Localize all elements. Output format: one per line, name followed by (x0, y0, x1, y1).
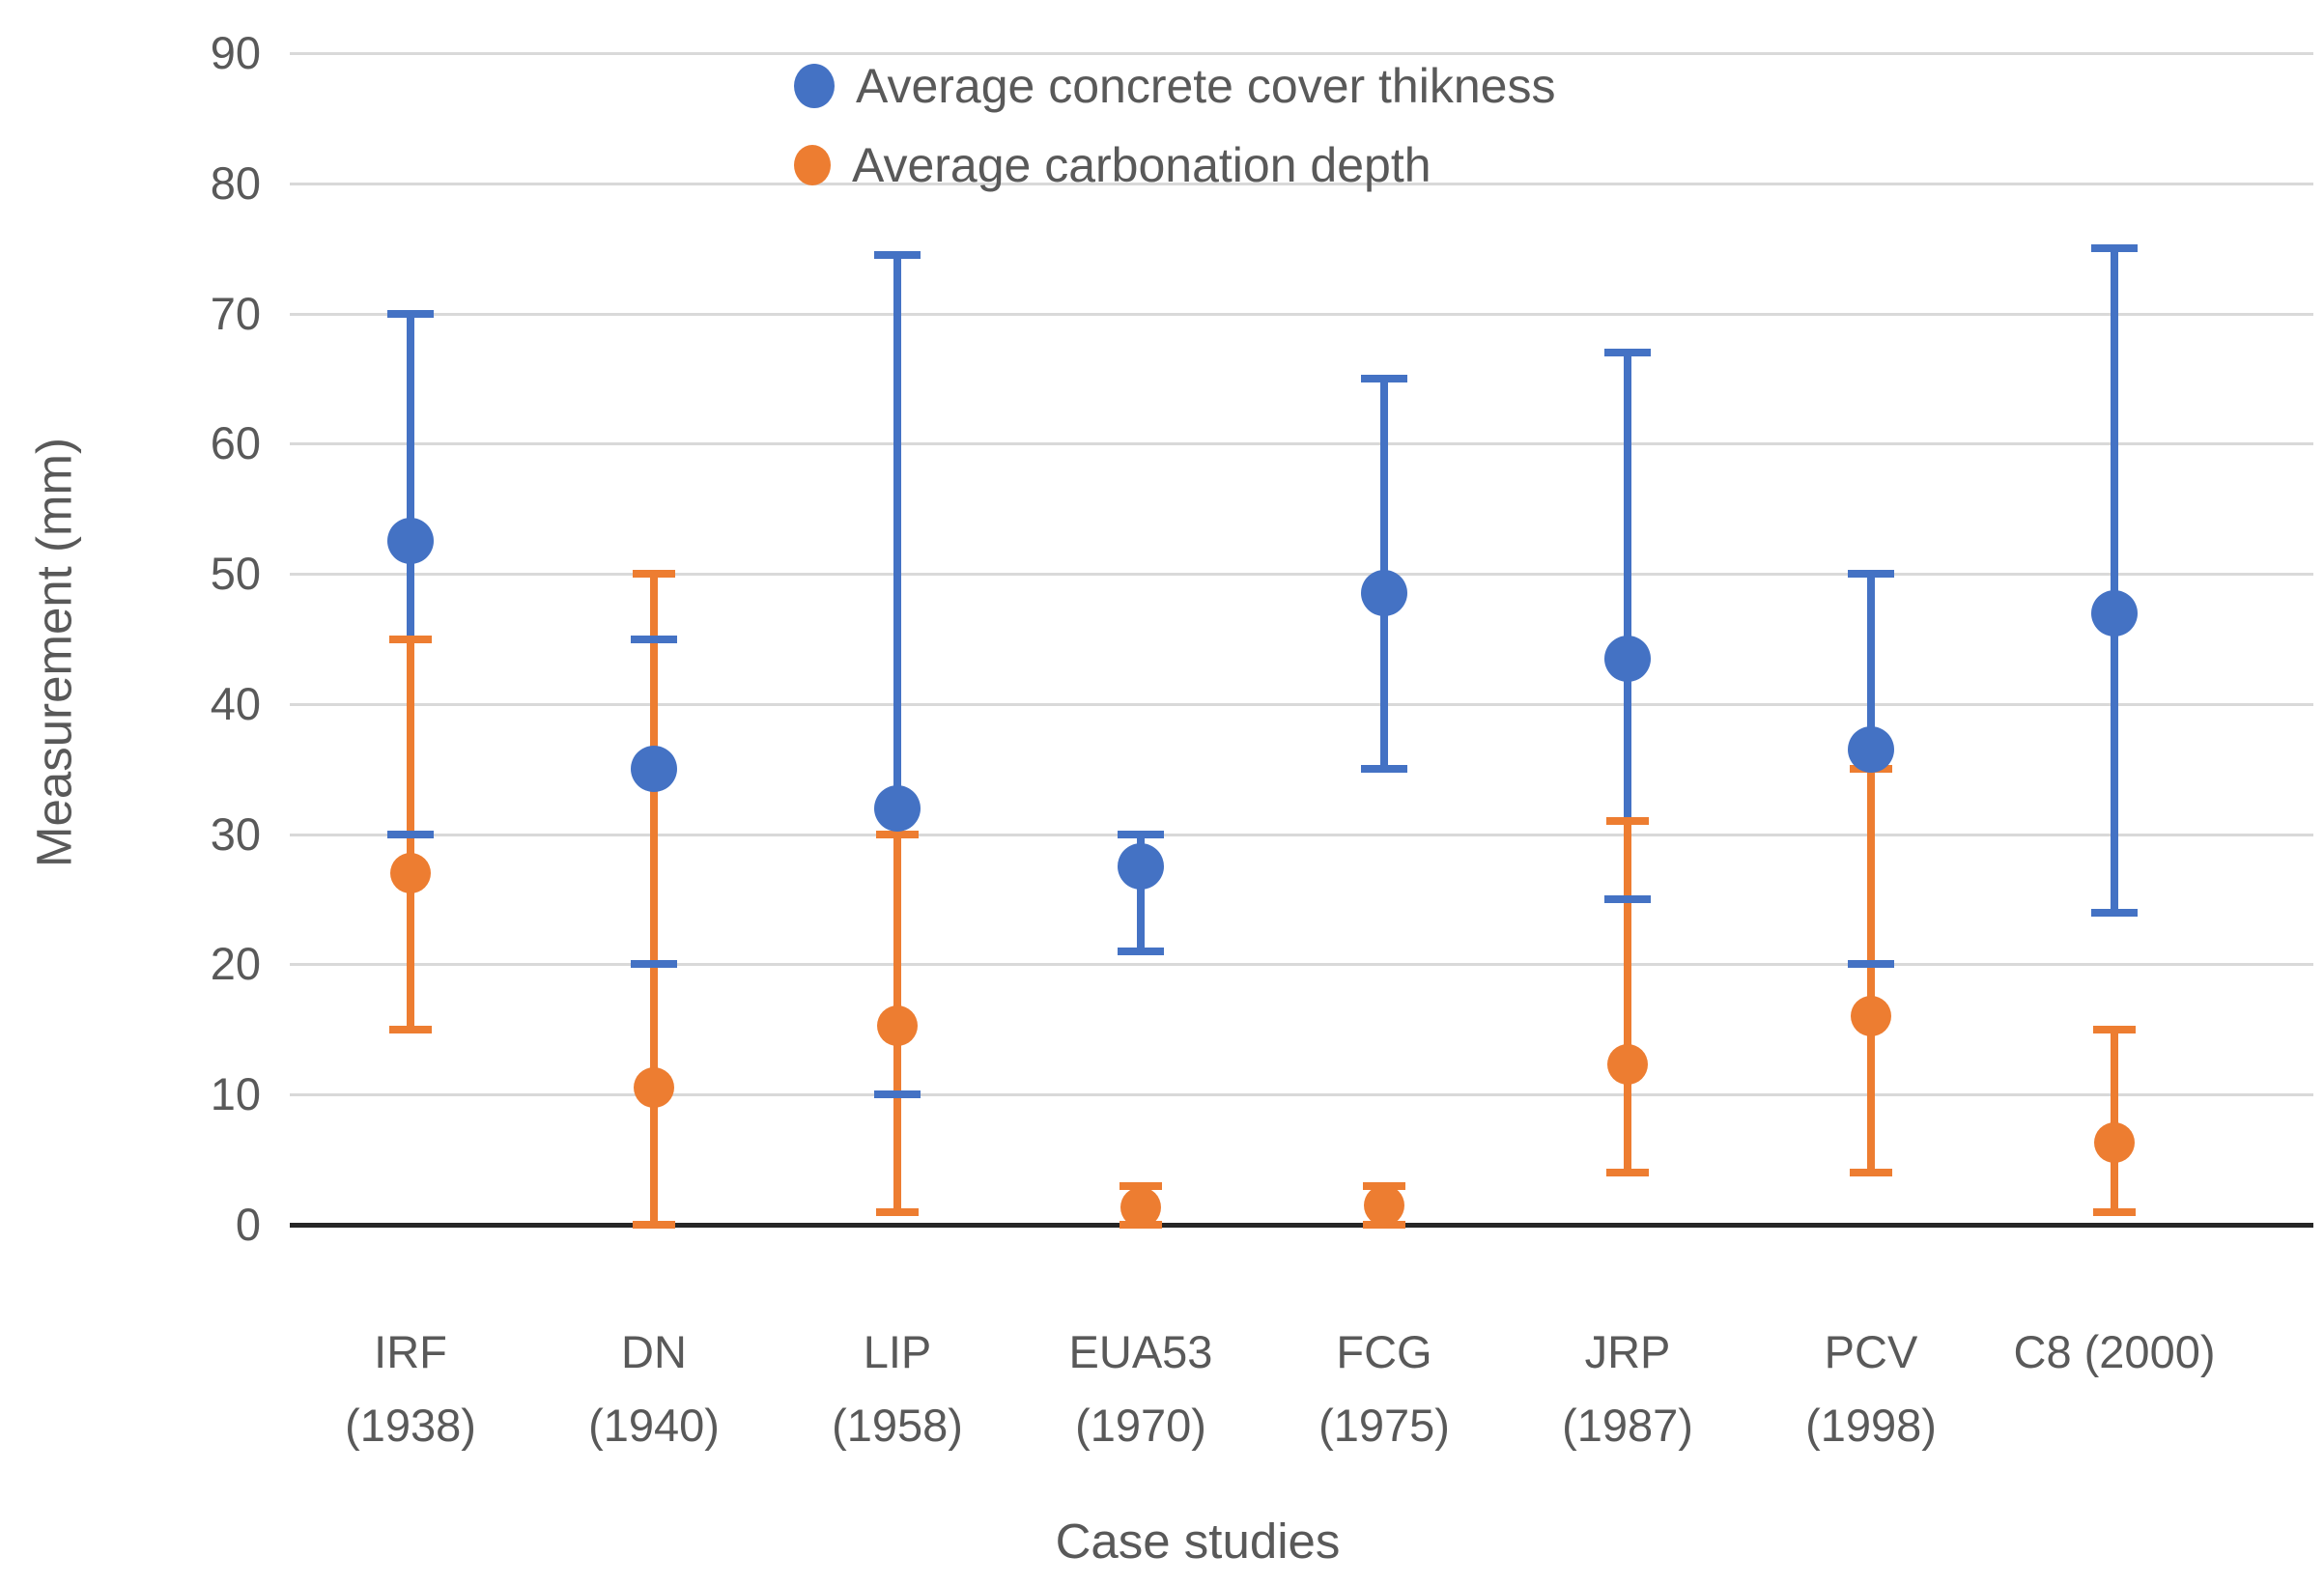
error-cap-cover-bottom (1848, 960, 1894, 969)
error-cap-cover-top (1848, 570, 1894, 579)
error-bar-carbonation (650, 574, 658, 1225)
error-cap-carbonation-bottom (1606, 1169, 1649, 1177)
error-cap-carbonation-top (876, 830, 919, 838)
data-point-carbonation (1607, 1044, 1648, 1086)
x-axis-line (290, 1223, 2313, 1228)
error-cap-cover-bottom (1361, 765, 1407, 774)
x-category-label: FCG (1975) (1318, 1326, 1450, 1451)
gridline (290, 1093, 2313, 1097)
y-tick-label: 90 (210, 27, 261, 78)
gridline (290, 312, 2313, 316)
error-bar-carbonation (1624, 821, 1631, 1174)
error-cap-cover-top (631, 635, 677, 643)
gridline (290, 182, 2313, 185)
error-cap-cover-bottom (631, 960, 677, 969)
x-category-label: PCV (1998) (1805, 1326, 1937, 1451)
legend-label: Average concrete cover thikness (856, 59, 1556, 113)
chart-legend: Average concrete cover thikness Average … (794, 46, 1555, 205)
legend-label: Average carbonation depth (852, 138, 1431, 192)
data-point-carbonation (1120, 1187, 1161, 1229)
error-cap-carbonation-top (389, 635, 432, 643)
legend-marker-orange-icon (794, 145, 831, 185)
x-category-label: IRF (1938) (345, 1326, 476, 1451)
data-point-carbonation (390, 853, 431, 894)
data-point-cover (387, 518, 434, 565)
legend-item-cover-thickness: Average concrete cover thikness (794, 46, 1555, 126)
data-point-carbonation (2094, 1122, 2135, 1164)
x-category-label: LIP (1958) (832, 1326, 963, 1451)
data-point-cover (631, 746, 677, 793)
gridline (290, 833, 2313, 836)
data-point-cover (1361, 570, 1407, 617)
error-cap-cover-bottom (1118, 947, 1164, 955)
legend-item-carbonation-depth: Average carbonation depth (794, 126, 1555, 205)
x-category-label: DN (1940) (588, 1326, 720, 1451)
x-category-label: EUA53 (1970) (1068, 1326, 1213, 1451)
error-cap-carbonation-bottom (633, 1221, 675, 1229)
data-point-cover (1604, 635, 1651, 682)
error-cap-carbonation-bottom (389, 1025, 432, 1033)
data-point-carbonation (634, 1067, 674, 1109)
data-point-carbonation (1851, 996, 1891, 1037)
error-bar-cover (1624, 352, 1631, 900)
error-cap-carbonation-top (633, 570, 675, 579)
error-cap-cover-bottom (387, 830, 434, 838)
error-cap-cover-bottom (2091, 908, 2138, 917)
error-cap-cover-top (387, 309, 434, 318)
gridline (290, 52, 2313, 55)
error-bar-carbonation (1867, 769, 1875, 1174)
x-category-label: JRP (1987) (1562, 1326, 1693, 1451)
data-point-cover (1848, 726, 1894, 774)
data-point-cover (1118, 843, 1164, 891)
error-cap-carbonation-bottom (1850, 1169, 1892, 1177)
y-axis-title: Measurement (mm) (26, 438, 82, 867)
gridline (290, 702, 2313, 706)
error-cap-cover-bottom (1604, 895, 1651, 904)
error-cap-carbonation-top (1119, 1181, 1162, 1190)
data-point-cover (874, 784, 921, 832)
data-point-carbonation (1364, 1184, 1404, 1226)
error-cap-cover-top (874, 250, 921, 259)
y-tick-label: 60 (210, 417, 261, 469)
x-axis-title: Case studies (1055, 1514, 1341, 1569)
y-tick-label: 30 (210, 807, 261, 860)
y-tick-label: 50 (210, 548, 261, 600)
x-category-label: C8 (2000) (2013, 1326, 2216, 1377)
error-bar-cover (893, 254, 901, 1095)
error-cap-carbonation-top (1606, 817, 1649, 826)
error-cap-cover-top (2091, 244, 2138, 253)
gridline (290, 963, 2313, 967)
gridline (290, 442, 2313, 446)
error-cap-carbonation-bottom (2093, 1207, 2136, 1216)
y-tick-label: 80 (210, 156, 261, 209)
error-cap-cover-bottom (874, 1090, 921, 1099)
y-tick-label: 0 (235, 1199, 261, 1250)
gridline (290, 573, 2313, 577)
error-bar-cover (407, 313, 414, 835)
y-tick-label: 40 (210, 677, 261, 729)
y-tick-label: 70 (210, 287, 261, 339)
error-cap-cover-top (1118, 830, 1164, 838)
legend-marker-blue-icon (794, 64, 835, 108)
data-point-cover (2091, 589, 2138, 637)
error-bar-cover (1137, 834, 1145, 951)
error-cap-carbonation-top (2093, 1025, 2136, 1033)
y-tick-label: 20 (210, 938, 261, 990)
error-cap-cover-top (1604, 348, 1651, 356)
error-cap-carbonation-bottom (876, 1207, 919, 1216)
error-bar-carbonation (2111, 1029, 2118, 1212)
data-point-carbonation (877, 1005, 918, 1046)
error-bar-cover (2111, 248, 2118, 913)
error-cap-cover-top (1361, 374, 1407, 382)
y-tick-label: 10 (210, 1068, 261, 1120)
